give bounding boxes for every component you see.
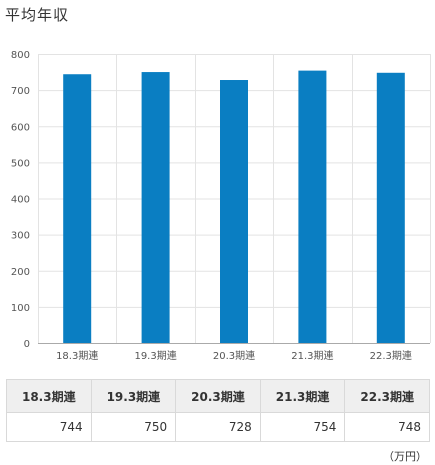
table-header-cell: 20.3期連 — [175, 379, 261, 413]
x-tick-label: 18.3期連 — [56, 349, 98, 362]
x-tick-label: 20.3期連 — [213, 349, 255, 362]
unit-label: （万円） — [383, 450, 427, 463]
table-header-row: 18.3期連 19.3期連 20.3期連 21.3期連 22.3期連 — [6, 379, 430, 413]
table-cell: 750 — [90, 412, 177, 442]
data-table: 18.3期連 19.3期連 20.3期連 21.3期連 22.3期連 744 7… — [6, 379, 430, 442]
chart-title: 平均年収 — [5, 6, 70, 24]
y-tick-label: 100 — [11, 303, 30, 314]
bar — [220, 80, 248, 343]
y-tick-label: 700 — [11, 86, 30, 97]
y-tick-label: 800 — [11, 50, 30, 61]
y-tick-label: 300 — [11, 231, 30, 242]
y-tick-label: 200 — [11, 267, 30, 278]
table-header-cell: 21.3期連 — [259, 379, 346, 413]
table-cell: 754 — [259, 412, 346, 442]
table-cell: 748 — [344, 412, 430, 442]
table-cell: 728 — [175, 412, 261, 442]
table-header-cell: 19.3期連 — [90, 379, 177, 413]
bar — [298, 70, 327, 344]
bar — [63, 74, 92, 344]
table-header-cell: 18.3期連 — [6, 379, 92, 413]
y-tick-label: 500 — [11, 158, 30, 169]
bar — [141, 72, 170, 343]
y-tick-label: 0 — [24, 339, 30, 350]
x-tick-label: 21.3期連 — [291, 349, 333, 362]
bar — [376, 72, 405, 343]
bar-chart: 0 100 200 300 400 500 600 700 800 18.3期連 19.3期連 20.… — [11, 50, 431, 362]
y-tick-label: 400 — [11, 195, 30, 206]
table-header-cell: 22.3期連 — [344, 379, 430, 413]
x-tick-label: 22.3期連 — [370, 349, 412, 362]
y-tick-label: 600 — [11, 122, 30, 133]
table-row: 744 750 728 754 748 — [6, 412, 430, 442]
x-tick-label: 19.3期連 — [134, 349, 176, 362]
table-cell: 744 — [6, 412, 92, 442]
